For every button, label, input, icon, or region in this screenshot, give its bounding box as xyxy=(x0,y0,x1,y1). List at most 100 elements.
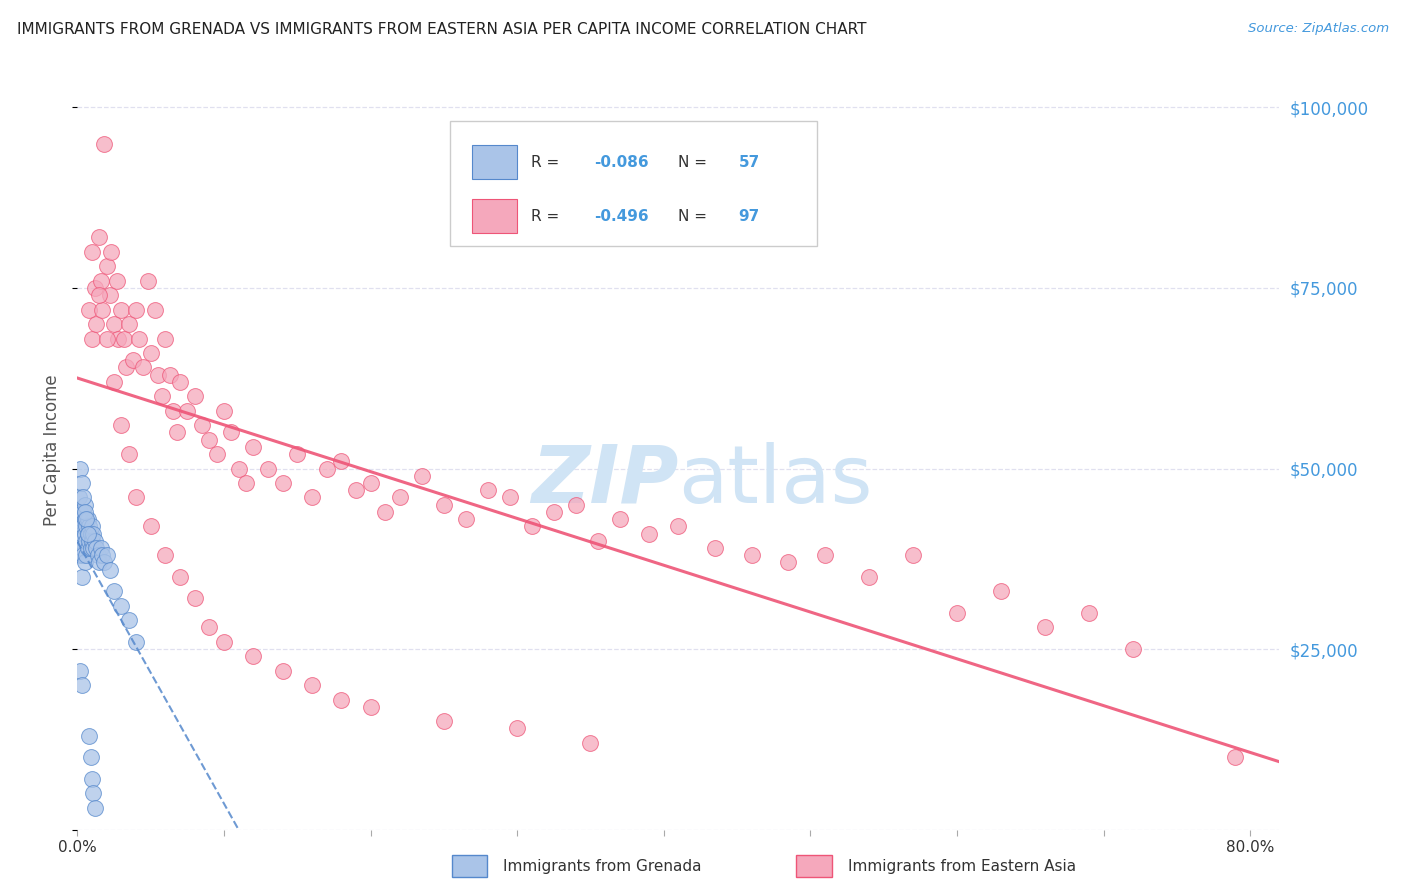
Point xyxy=(96,548,118,562)
Point xyxy=(271,475,294,490)
Point xyxy=(70,475,93,490)
Point xyxy=(82,526,104,541)
Point xyxy=(778,555,800,569)
Point xyxy=(1122,642,1144,657)
Point xyxy=(72,548,94,562)
Point xyxy=(155,332,177,346)
Point xyxy=(76,526,98,541)
Point xyxy=(146,368,169,382)
Point xyxy=(73,512,96,526)
Point xyxy=(122,353,145,368)
Text: Source: ZipAtlas.com: Source: ZipAtlas.com xyxy=(1249,22,1389,36)
Point xyxy=(155,548,177,562)
Point xyxy=(360,475,382,490)
Point xyxy=(360,699,382,714)
Point xyxy=(814,548,837,562)
Point xyxy=(80,533,103,548)
Point xyxy=(73,555,96,569)
Point xyxy=(79,750,101,764)
Point xyxy=(117,613,139,627)
Text: R =: R = xyxy=(530,209,564,224)
Point xyxy=(75,512,97,526)
Bar xyxy=(471,200,517,233)
Point xyxy=(198,433,221,447)
Text: R =: R = xyxy=(530,154,564,169)
Text: -0.086: -0.086 xyxy=(595,154,650,169)
Point xyxy=(520,519,543,533)
Point xyxy=(90,274,112,288)
Point xyxy=(136,274,159,288)
Point xyxy=(330,692,353,706)
Point xyxy=(858,570,880,584)
Point xyxy=(82,787,104,801)
Point xyxy=(1033,620,1056,634)
Point xyxy=(76,512,98,526)
Point xyxy=(69,505,91,519)
Point xyxy=(125,635,148,649)
Point xyxy=(159,368,181,382)
Point xyxy=(75,519,97,533)
Point xyxy=(271,664,294,678)
Point xyxy=(176,403,198,417)
Point xyxy=(77,533,100,548)
Point xyxy=(69,519,91,533)
Point xyxy=(579,736,602,750)
Point xyxy=(80,772,103,786)
Point xyxy=(411,468,433,483)
Point xyxy=(67,533,90,548)
Point xyxy=(91,548,114,562)
Point xyxy=(72,505,94,519)
Point xyxy=(704,541,727,555)
Point xyxy=(84,281,107,295)
Point xyxy=(741,548,763,562)
Point xyxy=(543,505,565,519)
Point xyxy=(91,302,114,317)
Point xyxy=(103,317,125,331)
Point xyxy=(344,483,367,498)
Point xyxy=(70,526,93,541)
Point xyxy=(103,375,125,389)
Point xyxy=(112,332,135,346)
Point xyxy=(67,491,90,505)
Point xyxy=(499,491,522,505)
Point xyxy=(990,584,1012,599)
Point xyxy=(84,533,107,548)
Point xyxy=(76,526,98,541)
Point xyxy=(86,541,108,555)
Text: 57: 57 xyxy=(738,154,759,169)
Point xyxy=(212,635,235,649)
Point xyxy=(433,498,456,512)
Point xyxy=(169,375,191,389)
Point xyxy=(80,519,103,533)
Point xyxy=(586,533,609,548)
Text: Immigrants from Grenada: Immigrants from Grenada xyxy=(503,859,702,873)
Point xyxy=(110,599,132,613)
Point xyxy=(301,678,323,692)
Text: atlas: atlas xyxy=(679,442,873,520)
Point xyxy=(143,302,166,317)
Point xyxy=(1077,606,1099,620)
Point xyxy=(257,461,280,475)
Point xyxy=(162,403,184,417)
Point xyxy=(105,274,128,288)
Point xyxy=(72,519,94,533)
Point xyxy=(69,548,91,562)
Point xyxy=(117,317,139,331)
Point xyxy=(89,288,111,302)
Point xyxy=(98,563,121,577)
Point xyxy=(506,722,529,736)
Point xyxy=(93,136,115,151)
Point xyxy=(117,447,139,461)
Point xyxy=(103,584,125,599)
Point xyxy=(77,519,100,533)
Point xyxy=(90,541,112,555)
Point xyxy=(166,425,188,440)
Point xyxy=(98,288,121,302)
Text: N =: N = xyxy=(679,154,713,169)
Text: Immigrants from Eastern Asia: Immigrants from Eastern Asia xyxy=(848,859,1076,873)
Point xyxy=(901,548,924,562)
Point xyxy=(1225,750,1247,764)
Point xyxy=(374,505,396,519)
Point xyxy=(205,447,228,461)
Point xyxy=(114,360,136,375)
